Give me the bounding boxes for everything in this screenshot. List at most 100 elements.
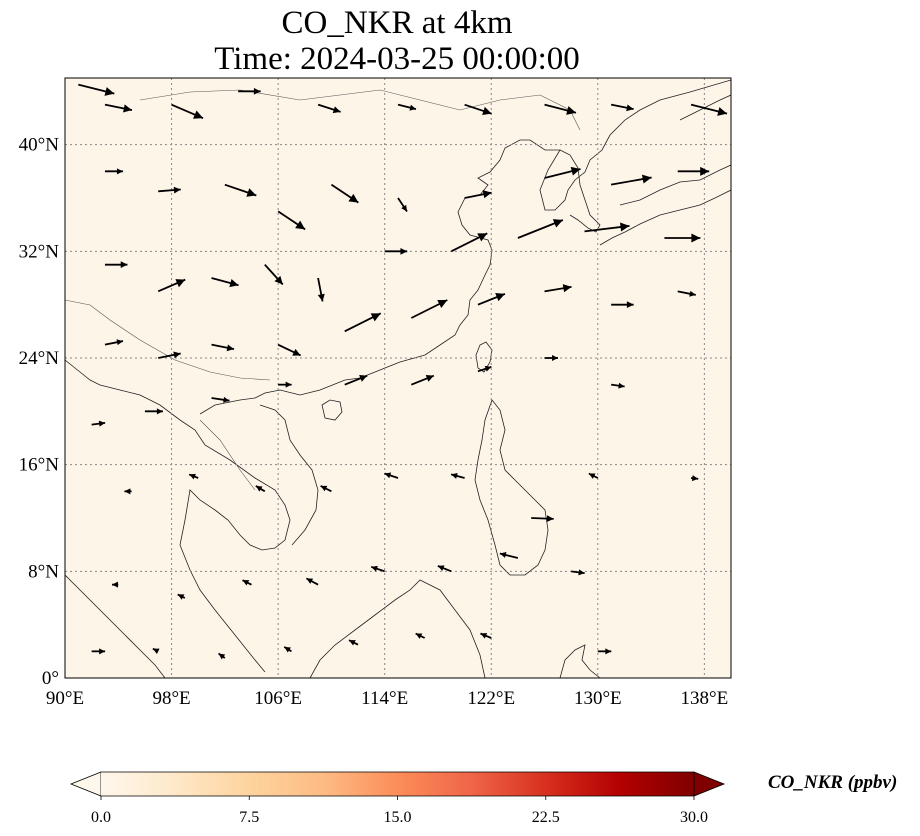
wind-arrow: [255, 485, 266, 493]
coastline-sumatra: [65, 574, 166, 678]
wind-arrow: [238, 87, 261, 95]
wind-arrow: [218, 652, 226, 660]
wind-arrow: [158, 351, 181, 359]
wind-arrow: [348, 639, 359, 646]
colorbar-over-extension: [693, 771, 726, 797]
wind-arrow: [104, 103, 133, 113]
colorbar-tick-label: 22.5: [532, 809, 560, 826]
lon-tick-label: 106°E: [254, 688, 302, 709]
wind-arrow: [384, 247, 408, 255]
wind-vectors: [78, 83, 728, 660]
wind-arrow: [91, 420, 106, 427]
wind-arrow: [477, 293, 506, 306]
lon-tick-label: 130°E: [574, 688, 622, 709]
wind-arrow: [264, 264, 284, 286]
wind-arrow: [224, 183, 257, 197]
lat-tick-label: 32°N: [19, 241, 60, 262]
map-frame: [64, 77, 732, 679]
wind-arrow: [690, 103, 728, 116]
wind-arrow: [91, 648, 106, 655]
wind-arrow: [480, 632, 492, 639]
wind-arrow: [384, 472, 399, 479]
coastline-hainan: [321, 399, 343, 421]
wind-arrow: [410, 374, 435, 386]
lat-tick-label: 8°N: [28, 561, 59, 582]
wind-arrow: [571, 569, 585, 576]
wind-arrow: [144, 408, 163, 415]
wind-arrow: [397, 197, 408, 212]
wind-arrow: [611, 382, 625, 389]
latitude-tick-labels: 0° 8°N 16°N 24°N 32°N 40°N: [19, 135, 60, 689]
wind-arrow: [158, 186, 181, 194]
wind-arrow: [544, 284, 572, 293]
wind-arrow: [544, 166, 581, 179]
concentration-field: [65, 78, 731, 678]
wind-arrow: [111, 581, 119, 588]
plot-title: CO_NKR at 4km: [281, 5, 513, 41]
border-lines: [65, 89, 581, 491]
wind-arrow: [370, 565, 385, 573]
wind-arrow: [415, 632, 426, 639]
wind-arrow: [188, 473, 199, 480]
wind-arrow: [152, 647, 160, 654]
wind-arrow: [584, 222, 630, 233]
lon-tick-label: 122°E: [467, 688, 515, 709]
wind-arrow: [344, 312, 382, 333]
wind-arrow: [499, 552, 519, 559]
wind-arrow: [320, 485, 332, 493]
colorbar-under-extension: [69, 771, 102, 797]
longitude-tick-labels: 90°E 98°E 106°E 114°E 122°E 130°E 138°E: [46, 688, 728, 709]
wind-arrow: [677, 166, 710, 176]
wind-arrow: [317, 277, 325, 302]
lat-tick-label: 24°N: [19, 348, 60, 369]
wind-arrow: [544, 355, 559, 361]
wind-arrow: [330, 183, 359, 204]
coastline-korea: [559, 149, 601, 233]
wind-arrow: [664, 233, 701, 243]
coastlines: [65, 79, 731, 678]
wind-arrow: [211, 343, 235, 352]
wind-arrow: [611, 301, 634, 309]
coastline-gulf-of-tonkin: [259, 404, 319, 546]
wind-arrow: [597, 648, 612, 655]
wind-arrow: [283, 646, 292, 653]
wind-arrow: [124, 488, 132, 495]
wind-arrow: [464, 103, 492, 116]
plot-time-subtitle: Time: 2024-03-25 00:00:00: [214, 41, 580, 77]
wind-arrow: [531, 515, 554, 523]
wind-arrow: [177, 593, 186, 600]
wind-arrow: [78, 83, 115, 96]
lon-tick-label: 138°E: [681, 688, 729, 709]
lat-tick-label: 40°N: [19, 135, 60, 156]
wind-arrow: [677, 290, 696, 297]
coastline-philippines: [474, 399, 549, 576]
wind-arrow: [157, 278, 186, 293]
wind-arrow: [277, 343, 302, 357]
wind-arrow: [104, 339, 124, 346]
gridlines: [65, 78, 731, 678]
wind-arrow: [277, 210, 306, 231]
wind-arrow: [410, 299, 448, 319]
colorbar-tick-label: 30.0: [680, 809, 708, 826]
wind-arrow: [104, 261, 128, 269]
wind-arrow: [450, 473, 465, 479]
wind-arrow: [211, 277, 239, 288]
wind-arrow: [690, 475, 699, 482]
wind-arrow: [104, 168, 123, 175]
lat-tick-label: 0°: [42, 668, 59, 689]
lat-tick-label: 16°N: [19, 455, 60, 476]
wind-arrow: [211, 396, 230, 403]
wind-arrow: [242, 579, 252, 586]
colorbar-label: CO_NKR (ppbv): [768, 772, 897, 793]
coastline-sulawesi: [559, 644, 601, 678]
wind-arrow: [305, 577, 319, 586]
lon-tick-label: 98°E: [152, 688, 190, 709]
coastline-indochina: [65, 359, 291, 673]
lon-tick-label: 114°E: [361, 688, 408, 709]
wind-arrow: [588, 472, 599, 479]
wind-arrow: [397, 103, 417, 111]
wind-arrow: [317, 103, 341, 114]
wind-arrow: [610, 174, 652, 186]
wind-arrow: [450, 232, 488, 253]
